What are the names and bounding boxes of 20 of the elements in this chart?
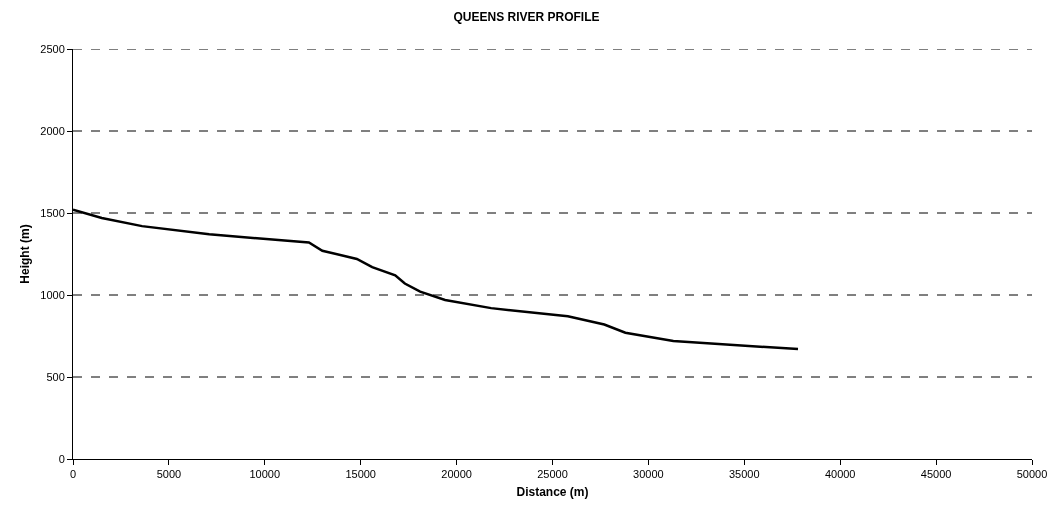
x-tick-label: 40000 xyxy=(824,468,856,481)
x-tick-label: 45000 xyxy=(920,468,952,481)
x-tick-label: 5000 xyxy=(156,468,182,481)
x-tick-label: 10000 xyxy=(249,468,281,481)
y-tick-label: 0 xyxy=(58,452,65,465)
x-tick-label: 0 xyxy=(69,468,77,481)
x-tick-label: 25000 xyxy=(537,468,568,481)
y-tick-label: 1000 xyxy=(40,288,65,301)
y-tick-label: 500 xyxy=(46,370,65,383)
y-tick-label: 2000 xyxy=(40,124,65,137)
x-axis-title: Distance (m) xyxy=(516,485,589,500)
x-tick-label: 50000 xyxy=(1016,468,1048,481)
x-tick-label: 15000 xyxy=(345,468,376,481)
y-tick-label: 1500 xyxy=(40,206,65,219)
y-tick-label: 2500 xyxy=(40,42,65,55)
x-tick-label: 30000 xyxy=(633,468,664,481)
x-tick-label: 20000 xyxy=(441,468,472,481)
chart-title: QUEENS RIVER PROFILE xyxy=(453,10,600,25)
x-tick-label: 35000 xyxy=(729,468,760,481)
y-axis-title: Height (m) xyxy=(17,224,32,284)
